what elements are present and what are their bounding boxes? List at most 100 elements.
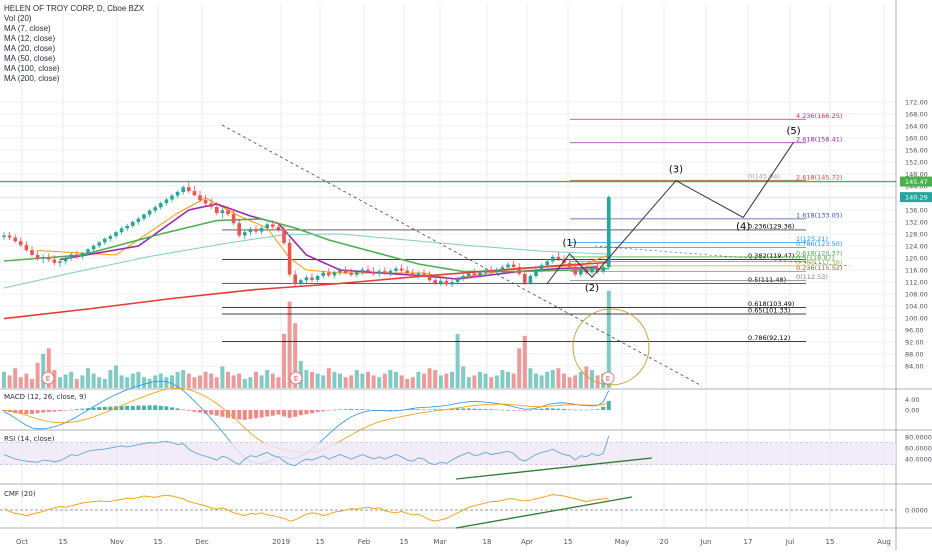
macd-hist-bar bbox=[528, 409, 533, 411]
candle-body bbox=[433, 280, 437, 284]
macd-hist-bar bbox=[483, 409, 488, 410]
macd-hist-bar bbox=[142, 405, 146, 410]
macd-hist-bar bbox=[371, 409, 376, 411]
candle-body bbox=[601, 267, 605, 272]
volume-bar bbox=[108, 370, 113, 388]
x-axis-tick: Nov bbox=[110, 538, 124, 546]
macd-hist-bar bbox=[388, 410, 393, 411]
macd-hist-bar bbox=[315, 410, 320, 413]
earnings-marker bbox=[601, 371, 615, 385]
macd-hist-bar bbox=[416, 409, 421, 410]
macd-hist-bar bbox=[466, 408, 471, 410]
macd-hist-bar bbox=[606, 400, 611, 410]
volume-bar bbox=[226, 371, 230, 388]
volume-bar bbox=[170, 375, 174, 388]
macd-hist-bar bbox=[203, 410, 208, 414]
fib-projection-label: 4.236(166.25) bbox=[796, 112, 842, 120]
macd-hist-bar bbox=[276, 410, 281, 415]
fib-projection-label: 0(145.94) bbox=[748, 173, 780, 181]
macd-hist-bar bbox=[450, 408, 454, 410]
macd-hist-bar bbox=[332, 409, 337, 411]
volume-bar bbox=[573, 375, 578, 388]
price-axis-tick: 100.00 bbox=[905, 315, 928, 323]
macd-hist-bar bbox=[147, 405, 152, 410]
volume-bar bbox=[125, 377, 130, 388]
candle-body bbox=[399, 268, 404, 271]
candle-body bbox=[86, 249, 90, 253]
fib-projection-label: 0.236(115.52) bbox=[796, 264, 842, 272]
candle-body bbox=[209, 203, 213, 207]
volume-bar bbox=[382, 373, 387, 388]
volume-bar bbox=[18, 377, 23, 388]
rsi-line bbox=[3, 435, 610, 467]
candle-body bbox=[136, 218, 141, 222]
volume-bar bbox=[91, 373, 96, 388]
fib-level-label: 0.65(101.33) bbox=[748, 307, 790, 315]
price-axis-tick: 88.00 bbox=[905, 351, 924, 359]
price-axis-tick: 172.00 bbox=[905, 99, 928, 107]
macd-pane-label: MACD (12, 26, close, 9) bbox=[4, 393, 87, 401]
volume-bar bbox=[265, 370, 270, 388]
volume-bar bbox=[399, 375, 404, 388]
macd-hist-bar bbox=[366, 409, 370, 411]
x-axis-tick: 15 bbox=[400, 538, 409, 546]
candle-body bbox=[170, 195, 174, 200]
candle-body bbox=[181, 187, 185, 192]
candle-body bbox=[590, 267, 594, 273]
ma-line bbox=[3, 261, 609, 320]
macd-hist-bar bbox=[522, 410, 527, 411]
macd-hist-bar bbox=[573, 409, 578, 411]
candle-body bbox=[371, 271, 376, 274]
elliott-wave-path bbox=[546, 141, 795, 284]
legend-ma100: MA (100, close) bbox=[4, 64, 60, 73]
macd-hist-bar bbox=[489, 409, 494, 410]
volume-bar bbox=[287, 301, 292, 388]
legend-ma50: MA (50, close) bbox=[4, 54, 56, 63]
candle-body bbox=[545, 261, 549, 266]
candle-body bbox=[455, 278, 460, 282]
macd-hist-bar bbox=[550, 408, 555, 410]
macd-hist-bar bbox=[534, 409, 538, 410]
x-axis-tick: Oct bbox=[16, 538, 28, 546]
candle-body bbox=[607, 197, 611, 267]
rsi-pane-label: RSI (14, close) bbox=[4, 435, 55, 443]
candle-body bbox=[24, 245, 29, 251]
volume-bar bbox=[371, 375, 376, 388]
price-axis-tick: 156.00 bbox=[905, 147, 928, 155]
macd-hist-bar bbox=[58, 410, 62, 412]
candle-body bbox=[573, 267, 577, 275]
candle-body bbox=[551, 256, 555, 262]
candle-body bbox=[243, 232, 247, 236]
price-axis-tick: 84.00 bbox=[905, 363, 924, 371]
volume-bar bbox=[192, 377, 197, 388]
fib-level-label: 0.236(129.36) bbox=[748, 222, 794, 230]
macd-hist-bar bbox=[410, 409, 415, 410]
price-axis-tick: 136.00 bbox=[905, 207, 928, 215]
candle-body bbox=[338, 270, 342, 273]
macd-hist-bar bbox=[198, 410, 202, 413]
candle-body bbox=[304, 277, 309, 281]
macd-hist-bar bbox=[254, 410, 258, 419]
volume-bar bbox=[606, 290, 611, 388]
macd-hist-bar bbox=[282, 410, 286, 417]
earnings-marker-label: E bbox=[46, 375, 50, 383]
candle-body bbox=[343, 270, 348, 273]
volume-bar bbox=[489, 377, 494, 388]
candle-body bbox=[405, 270, 409, 274]
candle-body bbox=[58, 261, 62, 263]
macd-hist-bar bbox=[494, 409, 499, 411]
downtrend-line bbox=[221, 124, 703, 387]
volume-bar bbox=[444, 373, 449, 388]
macd-hist-bar bbox=[18, 410, 23, 414]
candle-body bbox=[259, 228, 264, 232]
volume-bar bbox=[242, 379, 247, 388]
volume-bar bbox=[7, 375, 12, 388]
macd-hist-bar bbox=[595, 409, 600, 410]
candle-body bbox=[439, 280, 443, 284]
macd-hist-bar bbox=[310, 410, 314, 414]
elliott-wave-label: (4) bbox=[736, 222, 750, 233]
candle-body bbox=[271, 224, 275, 227]
volume-bar bbox=[74, 379, 79, 388]
macd-hist-bar bbox=[394, 410, 398, 411]
volume-bar bbox=[231, 375, 236, 388]
